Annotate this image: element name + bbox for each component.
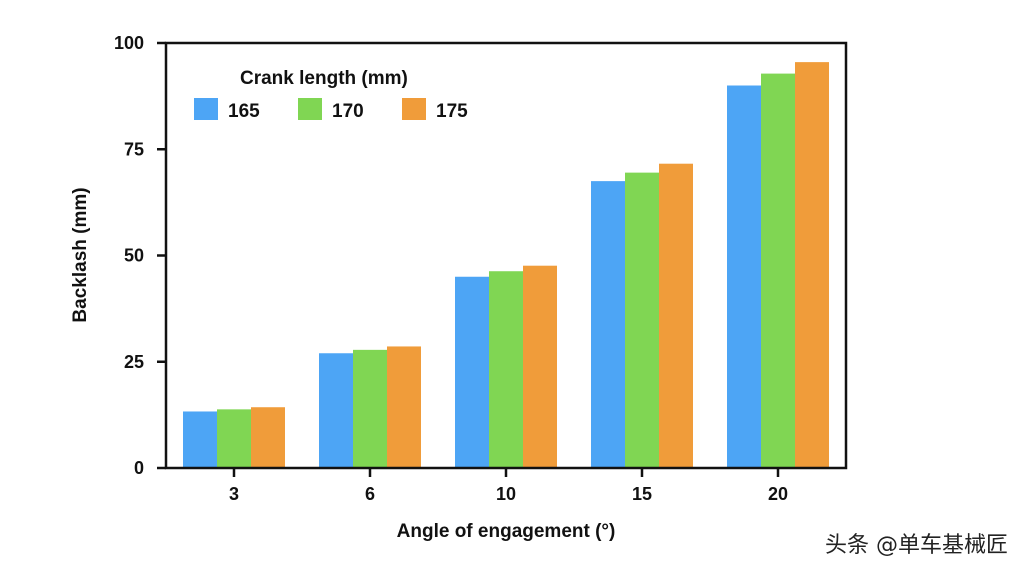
bar-175-20 [795,62,829,468]
y-tick-label: 75 [124,139,144,159]
bar-175-6 [387,346,421,468]
x-tick-label: 15 [632,484,652,504]
legend-title: Crank length (mm) [240,68,408,89]
x-tick-label: 10 [496,484,516,504]
bar-170-15 [625,172,659,468]
x-axis-ticks: 3 6 10 15 20 [229,468,788,504]
y-tick-label: 100 [114,33,144,53]
legend-swatch-175 [402,98,426,120]
y-axis-title: Backlash (mm) [70,187,91,322]
bar-165-15 [591,181,625,468]
legend-swatch-170 [298,98,322,120]
y-axis-ticks: 0 25 50 75 100 [114,33,166,478]
legend-label-165: 165 [228,101,260,122]
x-tick-label: 3 [229,484,239,504]
bar-175-10 [523,265,557,468]
x-axis-title: Angle of engagement (°) [397,521,616,542]
bar-165-20 [727,85,761,468]
x-tick-label: 20 [768,484,788,504]
bar-165-10 [455,276,489,468]
bar-170-6 [353,349,387,468]
legend: Crank length (mm) 165 170 175 [194,68,468,122]
legend-label-175: 175 [436,101,468,122]
bar-170-3 [217,409,251,468]
legend-swatch-165 [194,98,218,120]
bar-175-15 [659,163,693,468]
bar-165-6 [319,353,353,468]
bar-175-3 [251,407,285,468]
bar-170-20 [761,73,795,468]
watermark-text: 头条 @单车基械匠 [825,533,1008,558]
bar-170-10 [489,271,523,468]
x-tick-label: 6 [365,484,375,504]
y-tick-label: 0 [134,458,144,478]
bar-165-3 [183,411,217,468]
bars-group [183,62,829,468]
y-tick-label: 25 [124,352,144,372]
legend-label-170: 170 [332,101,364,122]
y-tick-label: 50 [124,246,144,266]
